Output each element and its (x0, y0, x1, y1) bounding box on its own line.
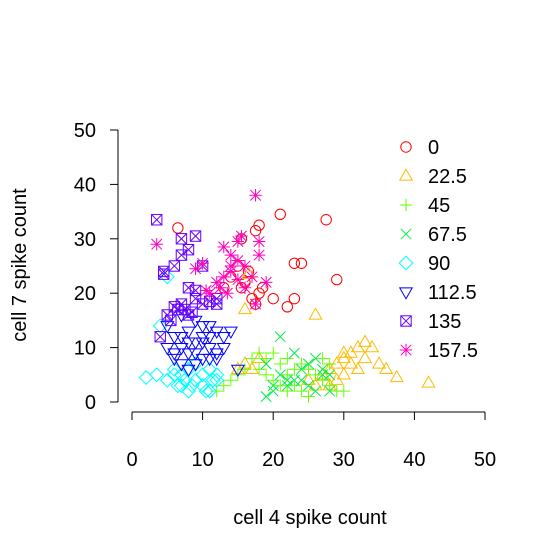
data-point (422, 376, 434, 387)
legend-label: 157.5 (428, 340, 478, 362)
data-point (268, 386, 278, 396)
y-tick-label: 0 (85, 392, 96, 414)
data-point (295, 385, 307, 397)
data-point (309, 308, 321, 319)
legend: 0 22.5 45 67.5 90 112.5 135 157.5 (399, 137, 478, 362)
data-point (169, 261, 179, 271)
data-point (153, 319, 167, 333)
data-point (249, 189, 261, 201)
data-point (281, 385, 293, 397)
y-axis-label: cell 7 spike count (9, 188, 31, 342)
series-112-5 (161, 311, 244, 376)
data-point (316, 352, 328, 364)
data-point (359, 352, 371, 363)
data-point (173, 223, 183, 233)
data-point (152, 215, 162, 225)
legend-label: 90 (428, 253, 450, 275)
y-tick-label: 30 (74, 229, 96, 251)
data-point (203, 287, 215, 299)
data-point (139, 371, 153, 385)
data-point (310, 386, 320, 396)
legend-label: 45 (428, 195, 450, 217)
data-point (295, 358, 307, 370)
data-point (282, 302, 292, 312)
data-point (281, 369, 293, 381)
data-point (274, 358, 286, 370)
data-point (225, 374, 237, 386)
y-tick-label: 20 (74, 283, 96, 305)
data-point (239, 260, 251, 272)
data-point (281, 352, 293, 364)
series-90 (139, 270, 223, 398)
data-point (249, 298, 261, 310)
data-point (190, 231, 200, 241)
data-point (214, 282, 226, 294)
data-point (232, 273, 244, 285)
x-tick-label: 30 (333, 449, 355, 471)
legend-marker (401, 316, 411, 326)
legend-marker (400, 288, 412, 299)
data-point (268, 293, 278, 303)
data-point (235, 230, 247, 242)
data-point (159, 266, 169, 276)
legend-label: 67.5 (428, 224, 467, 246)
x-axis-label: cell 4 spike count (233, 507, 387, 529)
data-point (232, 254, 244, 266)
y-tick-label: 50 (74, 120, 96, 142)
data-point (246, 271, 258, 283)
data-point (275, 332, 285, 342)
data-point (267, 347, 279, 359)
y-tick-label: 10 (74, 338, 96, 360)
data-point (200, 284, 212, 296)
data-point (274, 379, 286, 391)
x-tick-label: 10 (191, 449, 213, 471)
legend-label: 0 (428, 137, 439, 159)
data-point (176, 234, 186, 244)
data-point (239, 282, 251, 294)
data-point (302, 390, 314, 402)
data-point (302, 363, 314, 375)
data-point (289, 348, 299, 358)
data-point (288, 363, 300, 375)
data-point (221, 287, 233, 299)
data-point (218, 241, 230, 253)
data-point (275, 209, 285, 219)
legend-marker (401, 229, 411, 239)
data-point (253, 347, 265, 359)
legend-label: 22.5 (428, 166, 467, 188)
data-point (260, 369, 272, 381)
data-point (267, 374, 279, 386)
data-point (189, 262, 201, 274)
data-point (150, 238, 162, 250)
data-point (338, 385, 350, 397)
data-point (260, 276, 272, 288)
data-point (159, 269, 169, 279)
legend-marker (401, 142, 411, 152)
legend-label: 135 (428, 311, 461, 333)
legend-marker (399, 256, 413, 270)
data-point (253, 249, 265, 261)
data-point (391, 371, 403, 382)
data-point (225, 260, 237, 272)
data-point (225, 249, 237, 261)
data-point (332, 274, 342, 284)
plot-area (139, 189, 434, 403)
data-point (321, 215, 331, 225)
x-tick-label: 40 (403, 449, 425, 471)
data-point (196, 257, 208, 269)
y-tick-label: 40 (74, 174, 96, 196)
x-tick-label: 20 (262, 449, 284, 471)
data-point (288, 379, 300, 391)
legend-marker (400, 199, 412, 211)
x-tick-label: 50 (474, 449, 496, 471)
data-point (261, 391, 271, 401)
data-point (253, 235, 265, 247)
data-point (296, 258, 306, 268)
legend-label: 112.5 (428, 282, 477, 304)
legend-marker (400, 344, 412, 356)
x-tick-label: 0 (126, 449, 137, 471)
data-point (218, 271, 230, 283)
legend-marker (400, 169, 412, 180)
